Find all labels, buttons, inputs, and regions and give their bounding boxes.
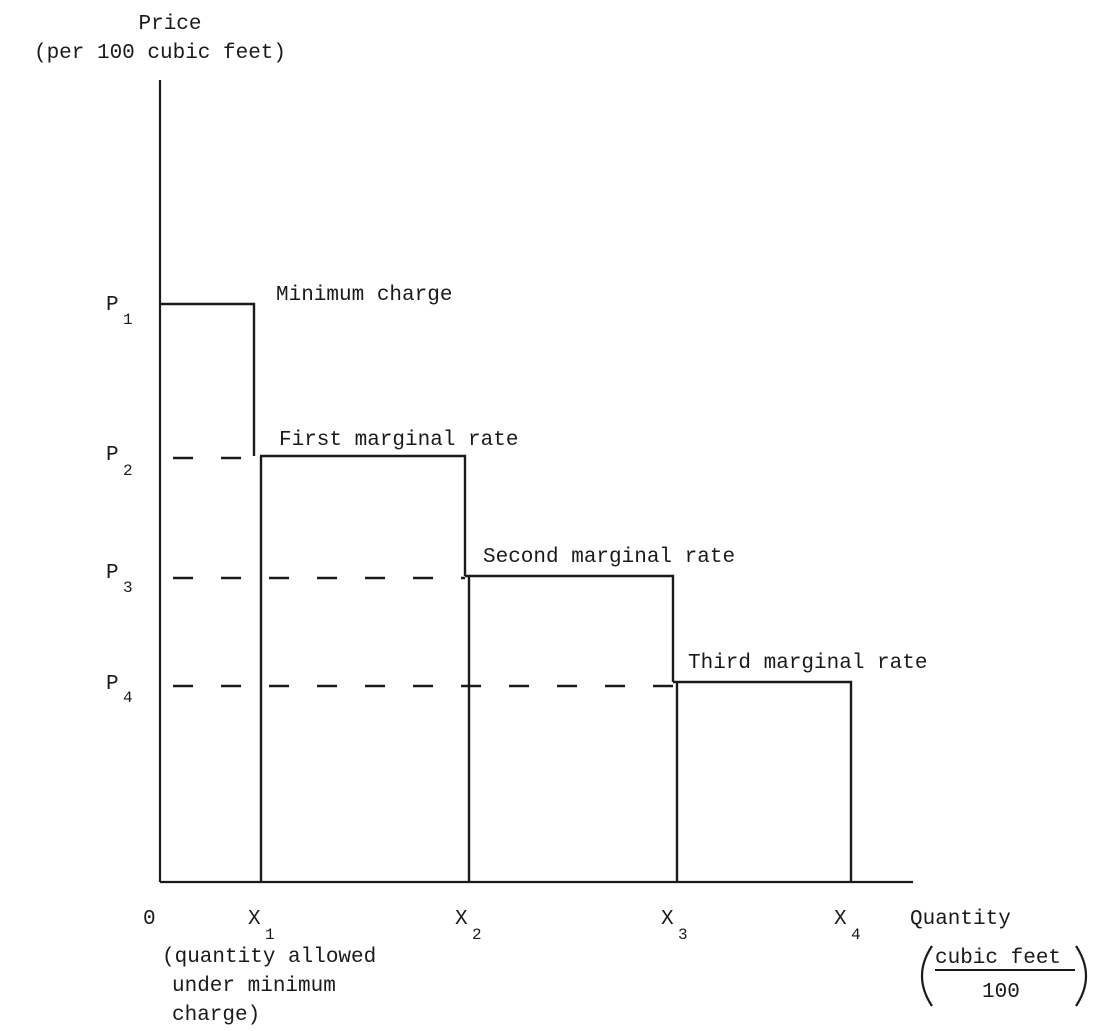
x-tick-x2: X 2 — [455, 908, 482, 944]
label-minimum-charge: Minimum charge — [276, 284, 452, 307]
y-tick-p2: P 2 — [106, 444, 133, 480]
x-tick-x4-letter: X — [834, 908, 847, 931]
x-tick-x1-letter: X — [248, 908, 261, 931]
label-first-marginal-rate: First marginal rate — [279, 429, 518, 452]
x1-note-line-3: charge) — [172, 1004, 260, 1027]
label-second-marginal-rate: Second marginal rate — [483, 546, 735, 569]
x-unit-denominator: 100 — [982, 981, 1020, 1004]
step-minimum-charge — [160, 302, 256, 456]
x-unit-right-paren — [1075, 945, 1087, 1007]
x1-note-line-1: (quantity allowed — [162, 946, 376, 969]
step-third-marginal-rate — [673, 680, 853, 882]
y-tick-p2-subscript: 2 — [123, 462, 133, 480]
x-axis-title: Quantity — [910, 908, 1011, 931]
y-tick-p2-letter: P — [106, 444, 119, 467]
x-tick-x3-letter: X — [661, 908, 674, 931]
label-third-marginal-rate: Third marginal rate — [688, 652, 927, 675]
y-axis-title-line-2: (per 100 cubic feet) — [34, 42, 286, 65]
x-tick-x1-subscript: 1 — [265, 926, 275, 944]
y-tick-p4-subscript: 4 — [123, 689, 133, 707]
y-tick-p4: P 4 — [106, 673, 133, 707]
x1-note-line-2: under minimum — [172, 975, 336, 998]
y-tick-p1-subscript: 1 — [123, 311, 133, 329]
y-axis-title-line-1: Price — [138, 13, 201, 36]
y-tick-p1-letter: P — [106, 294, 119, 317]
x-tick-x3-subscript: 3 — [678, 926, 688, 944]
x-tick-x2-subscript: 2 — [472, 926, 482, 944]
y-tick-p4-letter: P — [106, 673, 119, 696]
x-tick-x3: X 3 — [661, 908, 688, 944]
y-tick-p1: P 1 — [106, 294, 133, 329]
step-first-marginal-rate — [260, 454, 467, 576]
x-unit-numerator: cubic feet — [935, 947, 1061, 970]
step-second-marginal-rate — [465, 574, 675, 682]
y-tick-p3: P 3 — [106, 562, 133, 597]
y-tick-p3-letter: P — [106, 562, 119, 585]
x-unit-left-paren — [921, 945, 933, 1007]
x-tick-x2-letter: X — [455, 908, 468, 931]
y-tick-p3-subscript: 3 — [123, 579, 133, 597]
x-tick-x4-subscript: 4 — [851, 926, 861, 944]
x-tick-x4: X 4 — [834, 908, 861, 944]
x-tick-x1: X 1 — [248, 908, 275, 944]
origin-label: 0 — [143, 908, 156, 931]
